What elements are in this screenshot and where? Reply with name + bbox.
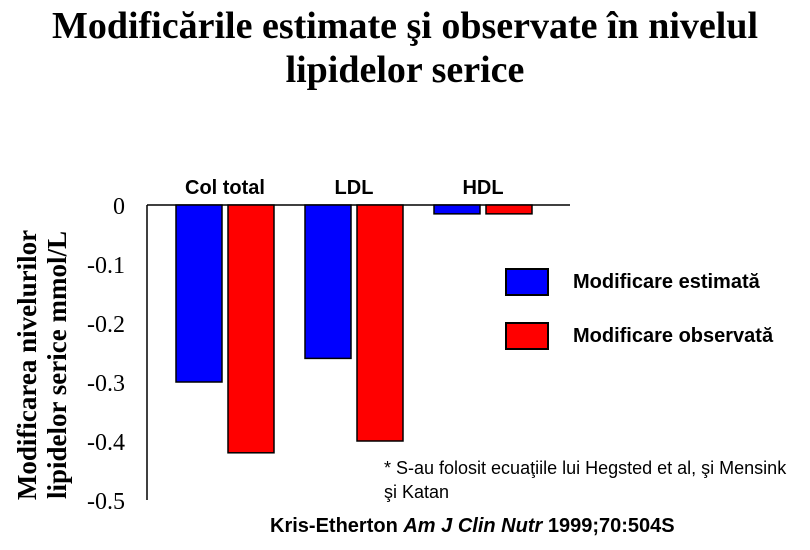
chart-title: Modificările estimate şi observate în ni… xyxy=(51,5,759,91)
y-axis-label-container: Modificarea nivelurilor lipidelor serice… xyxy=(4,215,80,515)
category-label: HDL xyxy=(462,177,503,199)
legend-swatch-observed xyxy=(505,322,549,350)
bar xyxy=(356,204,404,442)
y-tick-label: -0.1 xyxy=(87,253,125,279)
legend-label-estimated: Modificare estimată xyxy=(573,271,760,293)
bar xyxy=(227,204,275,454)
citation: Kris-Etherton Am J Clin Nutr 1999;70:504… xyxy=(270,515,675,538)
citation-journal: Am J Clin Nutr xyxy=(403,515,543,537)
bar xyxy=(433,204,481,215)
y-tick-label: -0.5 xyxy=(87,489,125,515)
legend-item-observed: Modificare observată xyxy=(505,322,805,356)
y-tick-label: -0.2 xyxy=(87,312,125,338)
y-tick-label: 0 xyxy=(113,194,125,220)
citation-author: Kris-Etherton xyxy=(270,515,398,537)
category-label: Col total xyxy=(185,177,265,199)
bar xyxy=(304,204,352,360)
y-tick-label: -0.3 xyxy=(87,371,125,397)
legend-label-observed: Modificare observată xyxy=(573,325,774,347)
footnote: * S-au folosit ecuaţiile lui Hegsted et … xyxy=(384,458,787,502)
y-tick-label: -0.4 xyxy=(87,430,125,456)
bar xyxy=(175,204,223,383)
bar xyxy=(485,204,533,215)
category-label: LDL xyxy=(335,177,374,199)
citation-ref: 1999;70:504S xyxy=(547,515,675,537)
legend-item-estimated: Modificare estimată xyxy=(505,268,805,302)
legend-swatch-estimated xyxy=(505,268,549,296)
y-axis-label: Modificarea nivelurilor lipidelor serice… xyxy=(12,229,72,501)
